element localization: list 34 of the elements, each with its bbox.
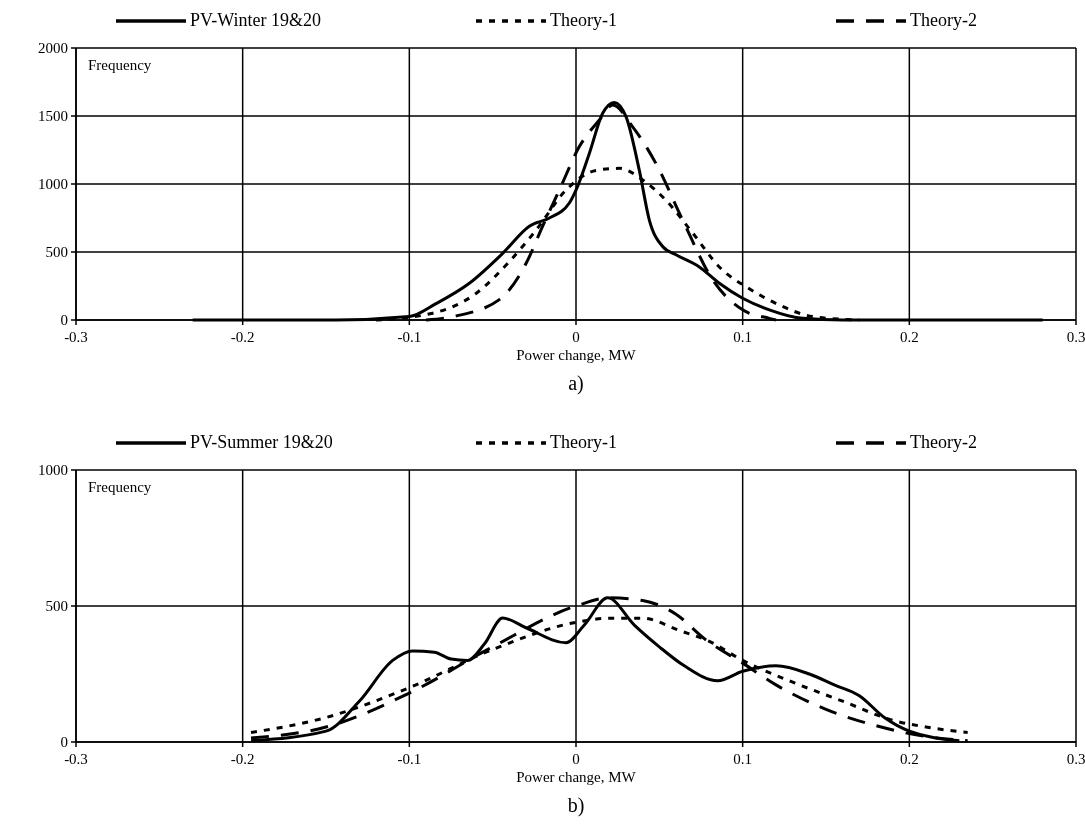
legend-label: Theory-1 <box>550 10 617 30</box>
x-tick-label: -0.3 <box>64 751 88 767</box>
x-tick-label: -0.2 <box>230 329 255 345</box>
x-axis-title: Power change, MW <box>516 769 637 785</box>
y-tick-label: 0 <box>60 312 68 328</box>
x-tick-label: -0.1 <box>397 329 422 345</box>
x-tick-label: -0.3 <box>64 329 88 345</box>
x-tick-label: 0.3 <box>1066 329 1085 345</box>
y-axis-title: Frequency <box>88 57 152 73</box>
y-tick-label: 1000 <box>38 176 68 192</box>
legend-label: PV-Winter 19&20 <box>190 10 322 30</box>
text: b) <box>567 794 585 817</box>
legend-label: Theory-1 <box>550 432 617 452</box>
text: a) <box>568 372 584 395</box>
x-tick-label: 0.2 <box>899 329 919 345</box>
x-tick-label: 0 <box>572 751 580 767</box>
x-tick-label: 0 <box>572 329 580 345</box>
x-tick-label: 0.3 <box>1066 751 1085 767</box>
legend-label: PV-Summer 19&20 <box>190 432 333 452</box>
y-tick-label: 0 <box>60 734 68 750</box>
legend-label: Theory-2 <box>910 432 977 452</box>
x-axis-title: Power change, MW <box>516 347 637 363</box>
y-tick-label: 500 <box>45 598 68 614</box>
y-tick-label: 1500 <box>38 108 68 124</box>
x-tick-label: 0.1 <box>733 751 753 767</box>
y-axis-title: Frequency <box>88 479 152 495</box>
x-tick-label: -0.1 <box>397 751 422 767</box>
y-tick-label: 1000 <box>38 462 68 478</box>
legend-label: Theory-2 <box>910 10 977 30</box>
x-tick-label: 0.1 <box>733 329 753 345</box>
y-tick-label: 500 <box>45 244 68 260</box>
y-tick-label: 2000 <box>38 40 68 56</box>
x-tick-label: -0.2 <box>230 751 255 767</box>
x-tick-label: 0.2 <box>899 751 919 767</box>
